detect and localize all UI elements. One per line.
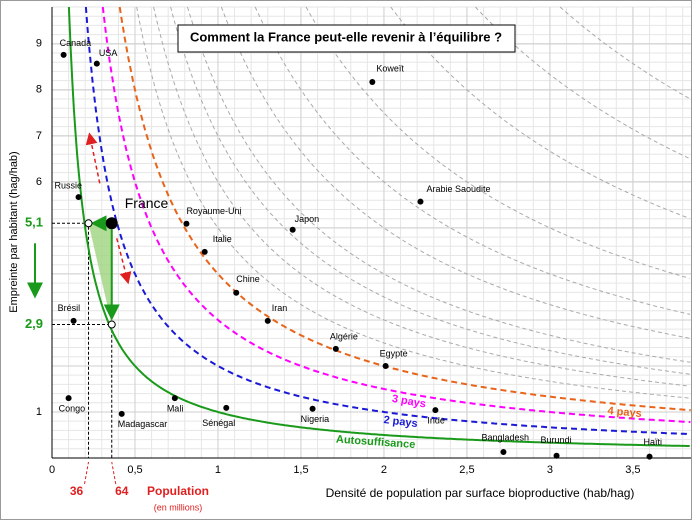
data-point <box>332 345 339 352</box>
point-label: Haïti <box>644 437 663 447</box>
data-point <box>233 289 240 296</box>
x-marker-arrow <box>111 461 117 485</box>
iso-curve <box>559 6 690 100</box>
x-tick-label: 2 <box>381 464 387 476</box>
y-tick-label: 7 <box>36 130 42 142</box>
point-label: Inde <box>427 416 445 426</box>
point-label: Egypte <box>380 348 408 358</box>
point-label: Iran <box>272 303 288 313</box>
point-label: Japon <box>295 214 320 224</box>
x-tick-label: 3,5 <box>625 464 640 476</box>
y-marker-label: 5,1 <box>25 215 43 230</box>
data-point <box>432 407 439 414</box>
iso-curve <box>170 6 691 375</box>
population-label: Population <box>147 484 209 498</box>
x-tick-label: 0,5 <box>127 464 142 476</box>
data-point <box>500 449 507 456</box>
title-box <box>177 24 516 53</box>
data-point <box>369 79 376 86</box>
hollow-point <box>107 320 116 329</box>
y-axis-label: Empreinte par habitant (hag/hab) <box>8 151 20 312</box>
data-point <box>183 220 190 227</box>
point-label: Burundi <box>541 435 572 445</box>
point-label: USA <box>99 48 118 58</box>
iso-curve <box>153 6 690 387</box>
footprint-curve <box>84 6 691 436</box>
point-label: Brésil <box>58 303 81 313</box>
data-point <box>289 226 296 233</box>
data-point <box>201 248 208 255</box>
x-axis-label: Densité de population par surface biopro… <box>326 486 635 500</box>
iso-curve <box>187 6 691 363</box>
chart-title: Comment la France peut-elle revenir à l’… <box>190 29 502 44</box>
iso-curve <box>390 6 690 219</box>
data-point <box>223 404 230 411</box>
point-label: Madagascar <box>118 419 168 429</box>
arrow <box>116 238 132 285</box>
data-point <box>646 453 653 460</box>
data-point <box>382 362 389 369</box>
point-label: Nigeria <box>301 414 330 424</box>
population-note: (en millions) <box>154 502 203 512</box>
y-tick-label: 6 <box>36 176 42 188</box>
iso-curve <box>220 6 690 339</box>
point-label: Royaume-Uni <box>186 206 241 216</box>
point-label: Sénégal <box>202 418 235 428</box>
hollow-point <box>84 219 93 228</box>
point-label: Arabie Saoudite <box>426 184 490 194</box>
data-point <box>118 410 125 417</box>
point-label: Congo <box>59 404 86 414</box>
data-point <box>309 405 316 412</box>
point-label: Canada <box>60 38 92 48</box>
x-marker-label: 36 <box>70 484 84 498</box>
data-point <box>60 51 67 58</box>
footprint-curve <box>118 6 691 412</box>
iso-curve <box>136 6 690 399</box>
footprint-curve <box>67 6 690 447</box>
curve-label: 2 pays <box>383 414 418 430</box>
point-label: Chine <box>236 274 260 284</box>
curve-label: 3 pays <box>391 393 427 411</box>
data-point <box>70 317 77 324</box>
x-tick-label: 1 <box>215 464 221 476</box>
y-marker-label: 2,9 <box>25 316 43 331</box>
y-tick-label: 8 <box>36 84 42 96</box>
data-point <box>417 198 424 205</box>
x-marker-arrow <box>84 461 90 485</box>
data-point <box>553 452 560 459</box>
point-label: Koweït <box>376 63 404 73</box>
point-label: Italie <box>213 234 232 244</box>
point-label: Bangladesh <box>481 432 529 442</box>
curve-label: Autosuffisance <box>336 434 416 451</box>
france-label: France <box>125 195 169 211</box>
footprint-curve <box>101 6 691 424</box>
data-point <box>75 194 82 201</box>
france-point <box>105 217 118 230</box>
arrow <box>85 132 101 184</box>
point-label: Russie <box>55 180 83 190</box>
data-point <box>171 395 178 402</box>
x-tick-label: 2,5 <box>459 464 474 476</box>
x-tick-label: 0 <box>49 464 55 476</box>
data-point <box>264 317 271 324</box>
x-marker-label: 64 <box>115 484 129 498</box>
y-tick-label: 1 <box>36 406 42 418</box>
data-point <box>65 395 72 402</box>
data-point <box>93 60 100 67</box>
point-label: Algérie <box>330 331 358 341</box>
deficit-area <box>88 223 112 325</box>
iso-curve <box>305 6 690 279</box>
x-tick-label: 3 <box>547 464 553 476</box>
y-tick-label: 9 <box>36 38 42 50</box>
point-label: Mali <box>167 404 184 414</box>
curve-label: 4 pays <box>607 405 642 420</box>
x-tick-label: 1,5 <box>293 464 308 476</box>
iso-curve <box>254 6 691 315</box>
